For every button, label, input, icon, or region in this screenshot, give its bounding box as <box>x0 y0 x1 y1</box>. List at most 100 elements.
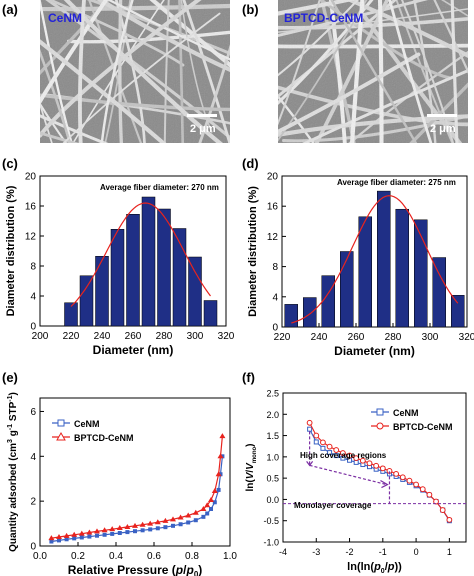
data-point-cenm <box>216 487 221 492</box>
y-tick-label: 0 <box>30 322 36 333</box>
panel-a: (a) CeNM 2 μm <box>2 0 230 143</box>
data-point-bptcd-cenm <box>313 432 320 439</box>
data-point-cenm <box>163 525 168 530</box>
gaussian-fit-line <box>291 195 459 324</box>
data-point-bptcd-cenm <box>446 516 453 523</box>
data-point-bptcd-cenm <box>393 470 400 477</box>
y-tick-label: 16 <box>267 202 279 213</box>
x-axis-title: Diameter (nm) <box>93 343 174 357</box>
data-point-bptcd-cenm <box>333 447 340 453</box>
high-coverage-diagonal-arrow <box>309 464 387 486</box>
data-point-bptcd-cenm <box>200 506 207 511</box>
histogram-bar <box>157 208 171 327</box>
data-point-bptcd-cenm <box>413 481 419 488</box>
y-tick-label: 1.5 <box>266 431 279 441</box>
data-point-cenm <box>125 530 130 535</box>
data-point-bptcd-cenm <box>373 462 380 469</box>
annotation-avg-d: Average fiber diameter: 275 nm <box>337 178 456 187</box>
y-title-g: g <box>8 430 19 439</box>
chart-f-fhh-plot: -4 -3 -2 -1 0 1 -1.0 -0.5 0.0 0.5 1.0 1.5 2.0 2.5 CeNM… <box>245 389 467 575</box>
data-point-bptcd-cenm <box>109 526 116 532</box>
y-axis-title: ln(V/Vmono) <box>245 443 258 491</box>
series-line-bptcd-cenm <box>51 436 223 539</box>
data-point-bptcd-cenm <box>56 534 62 540</box>
sample-label-b: BPTCD-CeNM <box>284 11 363 25</box>
plot-frame <box>281 175 468 328</box>
histogram-bar <box>64 302 78 327</box>
series-line-bptcd-cenm <box>309 422 450 521</box>
x-title-p: p <box>175 563 183 576</box>
x-axis-title: ln(ln(p0/p)) <box>347 561 402 575</box>
data-point-cenm <box>133 529 137 534</box>
y-axis-title: Diameter distribution (%) <box>5 185 17 316</box>
y-tick-label: 4 <box>272 292 278 303</box>
data-point-cenm <box>87 534 92 539</box>
data-point-cenm <box>110 531 115 536</box>
data-point-bptcd-cenm <box>433 498 439 505</box>
x-tick-label: -4 <box>279 547 287 557</box>
data-point-bptcd-cenm <box>306 419 313 426</box>
legend-label-cenm: CeNM <box>74 419 100 429</box>
data-point-cenm <box>102 532 107 537</box>
data-point-bptcd-cenm <box>204 502 211 508</box>
y-title-sup-1: -1 <box>7 424 14 430</box>
x-tick-label: 240 <box>311 332 328 343</box>
annotation-high-coverage: High coverage regions <box>300 451 387 460</box>
data-point-bptcd-cenm <box>192 509 199 515</box>
y-title-v2: V <box>245 462 256 470</box>
scale-bar-b <box>427 114 457 117</box>
histogram-bar <box>110 229 125 327</box>
panel-b: (b) BPTCD-CeNM 2 μm <box>242 0 468 143</box>
data-point-bptcd-cenm <box>132 522 138 528</box>
histogram-bar <box>451 295 465 328</box>
scale-text-b: 2 μm <box>430 123 456 135</box>
y-tick-label: 0.0 <box>266 495 279 505</box>
data-point-bptcd-cenm <box>219 433 226 439</box>
data-point-cenm <box>212 500 217 505</box>
x-tick-label: 240 <box>94 331 111 342</box>
annotation-avg-c: Average fiber diameter: 270 nm <box>100 183 219 192</box>
x-tick-label: 0 <box>414 547 419 557</box>
y-tick-label: 8 <box>30 262 36 273</box>
data-point-bptcd-cenm <box>185 512 192 518</box>
data-point-bptcd-cenm <box>124 523 131 529</box>
legend-marker-cenm <box>57 419 65 427</box>
gaussian-fit-line <box>70 202 211 307</box>
data-point-cenm <box>64 537 69 542</box>
legend-label-cenm: CeNM <box>393 408 419 418</box>
data-point-bptcd-cenm <box>399 474 406 481</box>
x-title-slash: / <box>385 561 388 573</box>
y-tick-label: 0 <box>272 323 278 334</box>
data-point-bptcd-cenm <box>86 529 93 535</box>
y-tick-label: 8 <box>272 262 278 273</box>
histogram-bar <box>141 196 156 327</box>
legend-marker-bptcd-cenm <box>56 431 66 441</box>
data-point-cenm <box>140 528 145 533</box>
x-tick-label: 300 <box>422 332 439 343</box>
data-point-cenm <box>320 445 326 451</box>
x-title-p0: p <box>185 563 193 576</box>
y-tick-label: 1.0 <box>266 452 279 462</box>
data-point-cenm <box>193 518 198 523</box>
panel-label-f: (f) <box>242 370 255 385</box>
legend-marker-cenm <box>376 408 384 416</box>
data-point-bptcd-cenm <box>379 465 386 472</box>
x-tick-label: -2 <box>346 547 354 557</box>
panel-label-a: (a) <box>2 2 18 17</box>
data-point-cenm <box>57 538 61 543</box>
x-tick-label: 300 <box>187 331 204 342</box>
data-point-bptcd-cenm <box>78 530 85 536</box>
data-point-bptcd-cenm <box>339 450 346 456</box>
histogram-bar <box>395 208 409 328</box>
high-coverage-arrowhead-right <box>380 480 389 489</box>
x-tick-label: 1.0 <box>223 551 237 562</box>
y-title-stp: STP <box>8 401 19 424</box>
y-tick-label: 6 <box>30 407 36 418</box>
histogram-bar <box>358 216 372 328</box>
plot-frame <box>282 392 467 543</box>
y-tick-label: -1.0 <box>263 538 279 548</box>
x-title-close: )) <box>395 561 403 573</box>
data-point-bptcd-cenm <box>211 488 218 494</box>
chart-c-diameter-distribution: 200 220 240 260 280 300 320 0 4 8 12 16 20 Diameter (… <box>5 172 235 358</box>
legend-label-bptcd-cenm: BPTCD-CeNM <box>74 433 134 443</box>
